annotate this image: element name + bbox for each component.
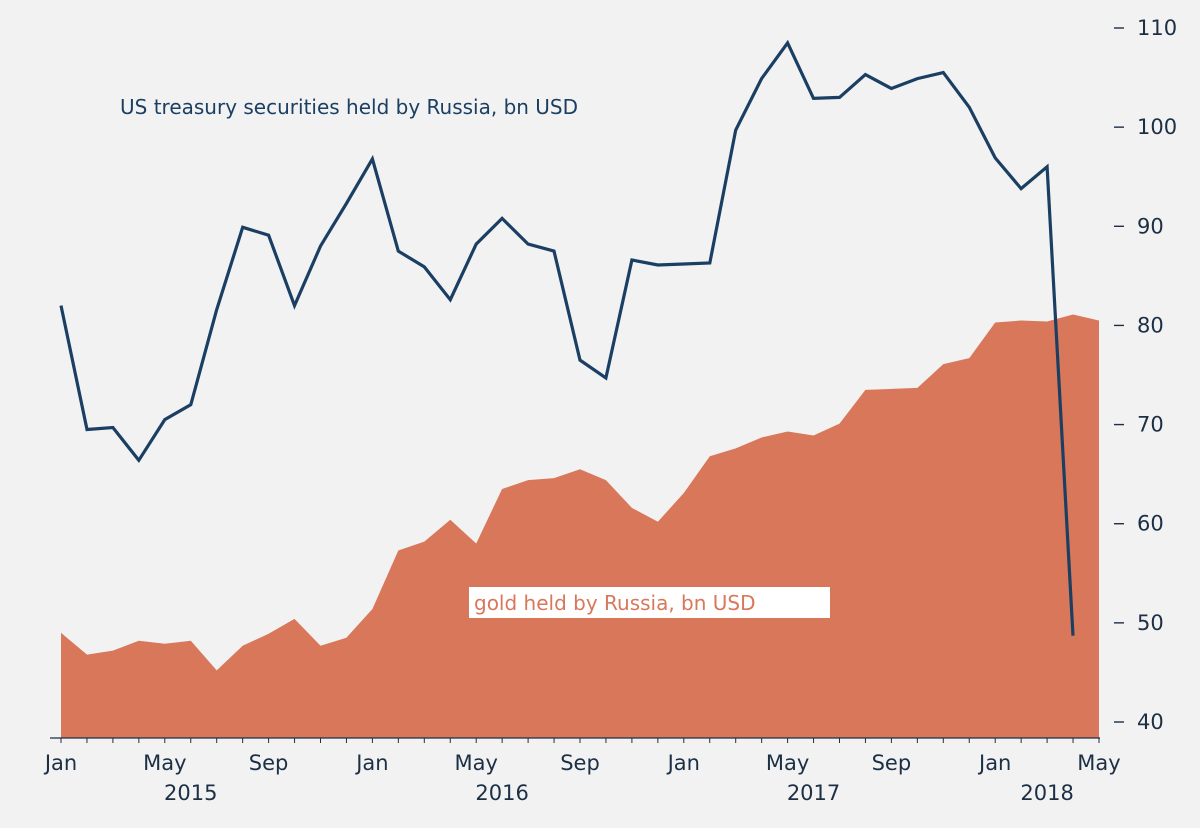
treasury-line-layer xyxy=(59,39,1075,636)
gold-area xyxy=(61,314,1099,738)
x-tick-label: May xyxy=(454,751,497,775)
x-year-label: 2017 xyxy=(787,781,840,805)
y-tick-label: 90 xyxy=(1137,214,1164,238)
x-tick-label: Sep xyxy=(249,751,289,775)
treasury-series-label: US treasury securities held by Russia, b… xyxy=(120,95,578,119)
y-tick-label: 60 xyxy=(1137,512,1164,536)
x-tick-label: Jan xyxy=(666,751,700,775)
x-tick-label: Sep xyxy=(872,751,912,775)
gold-area-layer xyxy=(61,314,1099,738)
treasury-line xyxy=(59,39,1075,636)
y-tick-label: 110 xyxy=(1137,16,1177,40)
y-tick-label: 40 xyxy=(1137,710,1164,734)
y-axis: 40 50 60 70 80 90 100 110 xyxy=(1114,16,1177,734)
x-tick-label: Sep xyxy=(560,751,600,775)
y-tick-label: 100 xyxy=(1137,115,1177,139)
y-tick-label: 70 xyxy=(1137,413,1164,437)
y-tick-label: 80 xyxy=(1137,313,1164,337)
x-tick-label: May xyxy=(1077,751,1120,775)
x-year-label: 2018 xyxy=(1020,781,1073,805)
x-tick-label: Jan xyxy=(354,751,388,775)
x-tick-label: May xyxy=(143,751,186,775)
x-axis: Jan May Sep Jan May Sep Jan May Sep Jan May 2015 201… xyxy=(43,737,1121,805)
gold-series-label-box xyxy=(469,587,830,618)
x-year-label: 2015 xyxy=(164,781,217,805)
x-year-label: 2016 xyxy=(475,781,528,805)
x-tick-label: Jan xyxy=(43,751,77,775)
gold-series-label: gold held by Russia, bn USD xyxy=(474,591,756,615)
x-tick-label: May xyxy=(766,751,809,775)
y-tick-label: 50 xyxy=(1137,611,1164,635)
x-tick-label: Jan xyxy=(977,751,1011,775)
